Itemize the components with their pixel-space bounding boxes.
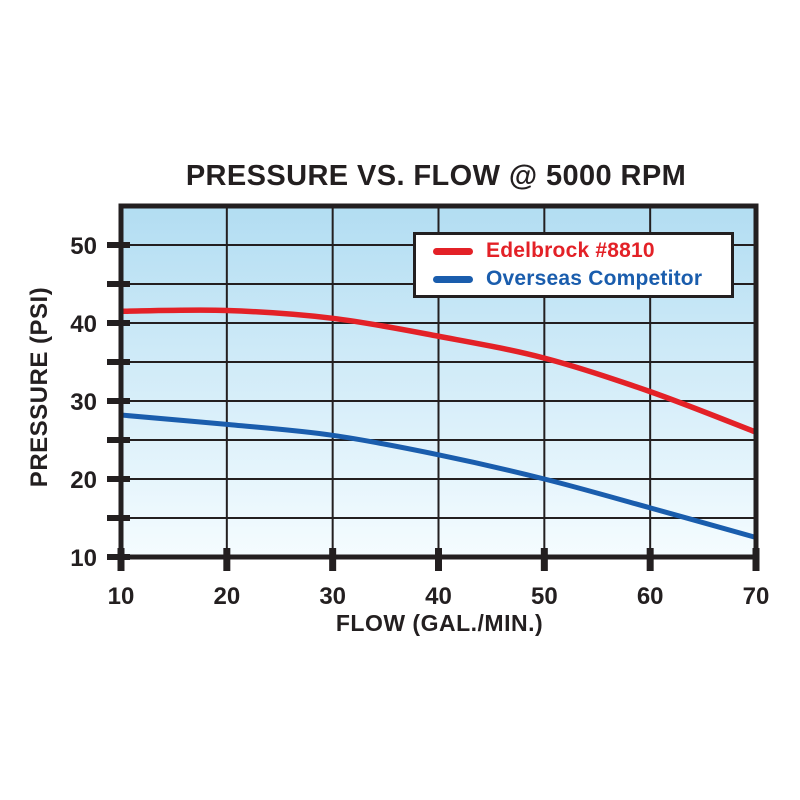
x-tick-label: 40 xyxy=(425,583,452,610)
y-tick-label: 20 xyxy=(70,467,97,494)
series-line-0 xyxy=(120,307,757,435)
x-tick-label: 70 xyxy=(743,583,770,610)
x-axis-title: FLOW (GAL./MIN.) xyxy=(335,610,544,636)
series-line-1 xyxy=(120,412,757,540)
y-tick-label: 50 xyxy=(70,233,97,260)
y-tick-label: 40 xyxy=(70,311,97,338)
y-tick-label: 10 xyxy=(70,545,97,572)
legend-line-swatch xyxy=(433,247,473,255)
legend: Edelbrock #8810 Overseas Competitor xyxy=(413,232,734,298)
y-tick-label: 30 xyxy=(70,389,97,416)
y-axis-title: PRESSURE (PSI) xyxy=(26,286,53,488)
legend-label: Edelbrock #8810 xyxy=(486,239,655,262)
chart-title: PRESSURE VS. FLOW @ 5000 RPM xyxy=(185,160,687,192)
x-tick-label: 50 xyxy=(531,583,558,610)
x-tick-label: 30 xyxy=(319,583,346,610)
legend-line-swatch xyxy=(433,275,473,283)
legend-item: Overseas Competitor xyxy=(433,267,731,291)
legend-item: Edelbrock #8810 xyxy=(433,239,731,263)
x-tick-label: 60 xyxy=(637,583,664,610)
x-tick-label: 10 xyxy=(108,583,135,610)
x-tick-label: 20 xyxy=(213,583,240,610)
legend-label: Overseas Competitor xyxy=(486,267,703,290)
